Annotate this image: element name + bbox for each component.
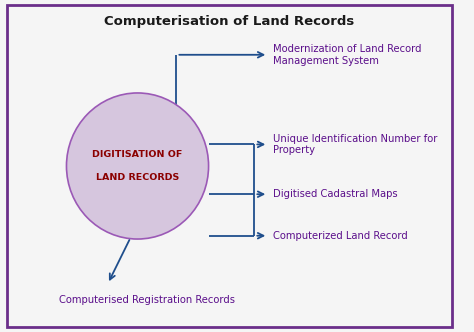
Ellipse shape [66, 93, 209, 239]
Text: LAND RECORDS: LAND RECORDS [96, 173, 179, 182]
Text: Computerisation of Land Records: Computerisation of Land Records [104, 15, 355, 28]
Text: Computerized Land Record: Computerized Land Record [273, 231, 408, 241]
Text: Modernization of Land Record
Management System: Modernization of Land Record Management … [273, 44, 421, 66]
Text: Digitised Cadastral Maps: Digitised Cadastral Maps [273, 189, 397, 199]
Text: Computerised Registration Records: Computerised Registration Records [59, 295, 235, 305]
Text: Unique Identification Number for
Property: Unique Identification Number for Propert… [273, 133, 437, 155]
Text: DIGITISATION OF: DIGITISATION OF [92, 150, 182, 159]
